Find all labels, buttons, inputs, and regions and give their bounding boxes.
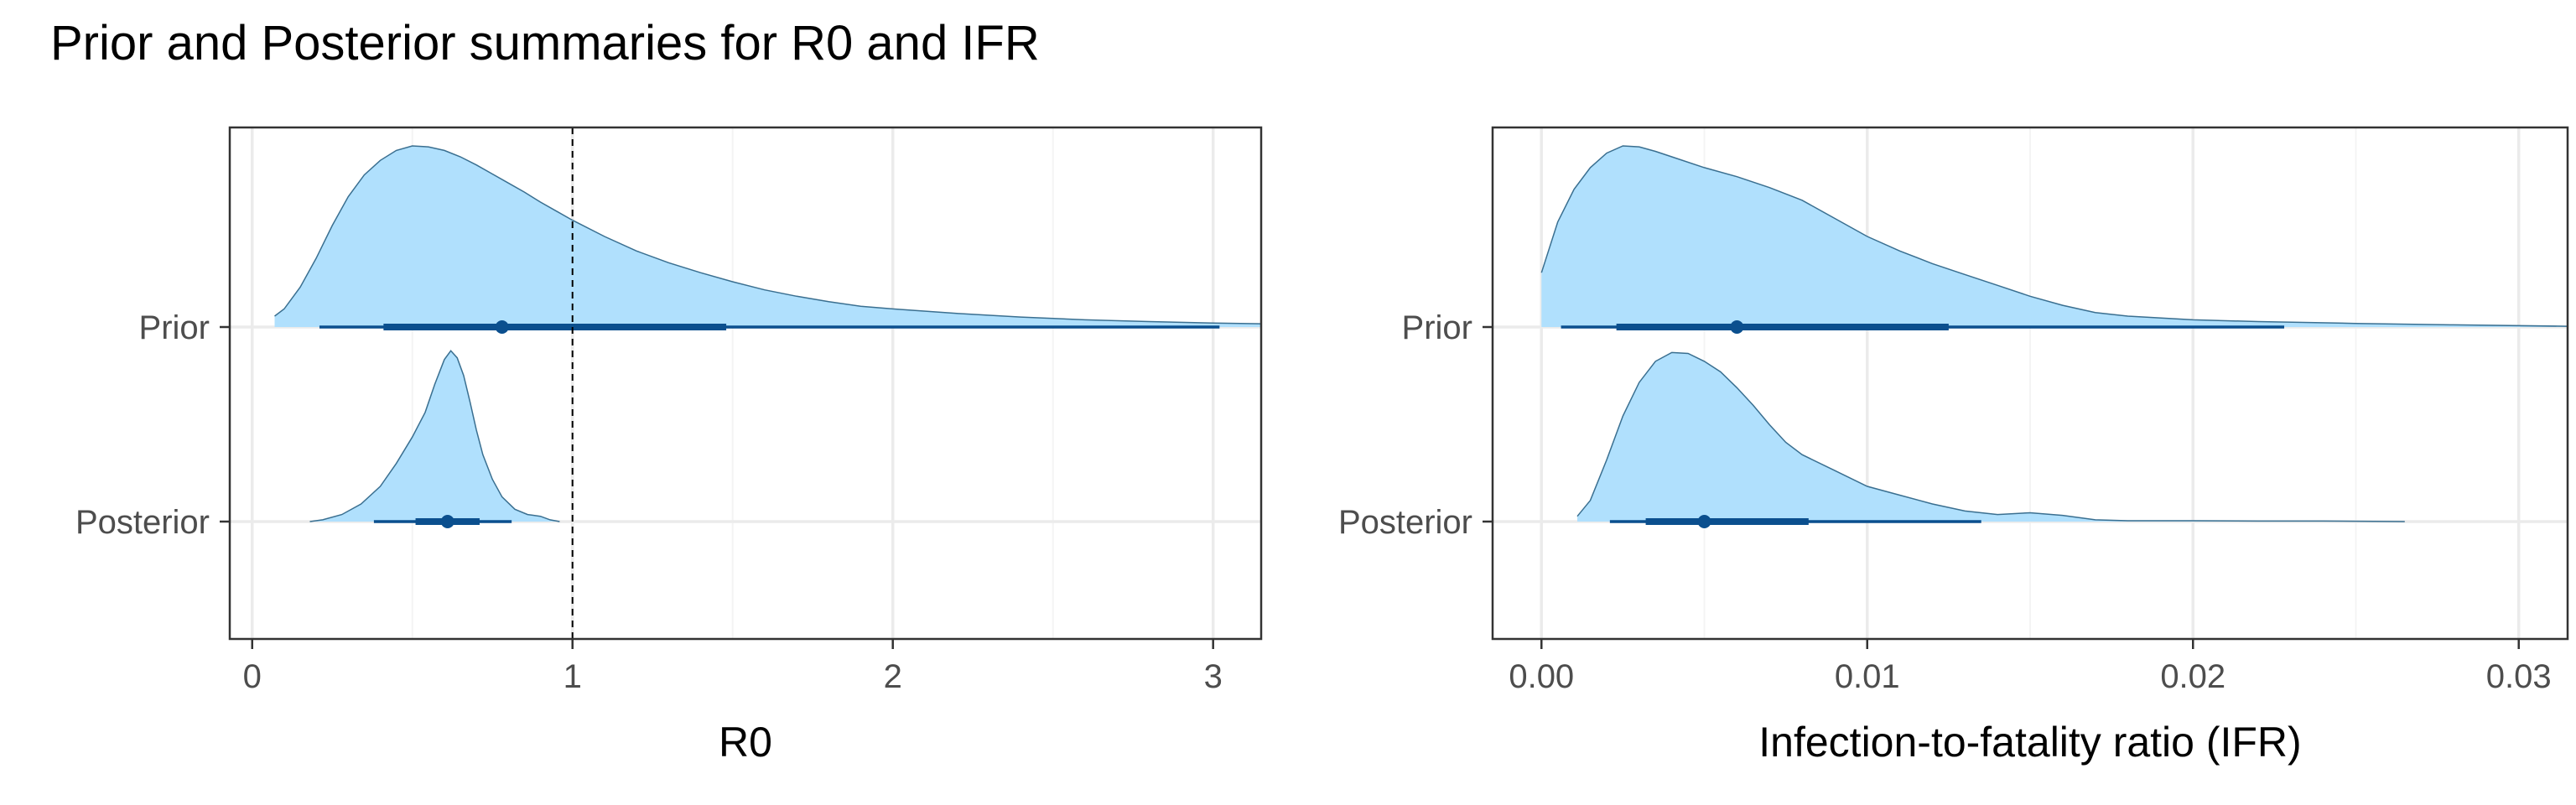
plot-area: [274, 145, 1261, 528]
density-outline-posterior: [309, 350, 560, 522]
density-area-prior: [1541, 146, 2568, 327]
y-tick-label: Prior: [139, 309, 210, 346]
x-tick-label: 2: [884, 658, 902, 695]
density-outline-prior: [1540, 145, 2568, 327]
point-estimate-prior: [495, 320, 509, 334]
x-tick-label: 0.01: [1835, 658, 1900, 695]
x-axis-title: Infection-to-fatality ratio (IFR): [1758, 719, 2301, 766]
panel-border: [1491, 126, 2569, 641]
density-area-posterior: [309, 351, 560, 522]
point-estimate-posterior: [440, 515, 454, 528]
plot-area: [1540, 145, 2568, 528]
point-estimate-posterior: [1697, 515, 1711, 528]
x-tick-label: 3: [1204, 658, 1223, 695]
point-estimate-prior: [1730, 320, 1744, 334]
y-tick-label: Posterior: [1338, 504, 1472, 541]
y-tick-label: Prior: [1402, 309, 1472, 346]
y-tick-label: Posterior: [75, 504, 210, 541]
panel-r0: Prior Posterior 0 1 2 3 R0: [75, 126, 1263, 766]
x-tick-label: 0.03: [2486, 658, 2552, 695]
density-area-prior: [274, 146, 1261, 327]
density-area-posterior: [1577, 352, 2405, 522]
x-axis-title: R0: [719, 719, 772, 766]
density-outline-posterior: [1576, 351, 2405, 522]
density-outline-prior: [274, 145, 1261, 325]
figure-title: Prior and Posterior summaries for R0 and…: [50, 16, 1040, 70]
x-tick-label: 0.02: [2160, 658, 2225, 695]
panel-border: [228, 126, 1263, 641]
x-tick-label: 0.00: [1509, 658, 1574, 695]
x-tick-label: 0: [243, 658, 262, 695]
panel-ifr: Prior Posterior 0.00 0.01 0.02 0.03 Infection-…: [1338, 126, 2569, 766]
x-tick-label: 1: [564, 658, 582, 695]
